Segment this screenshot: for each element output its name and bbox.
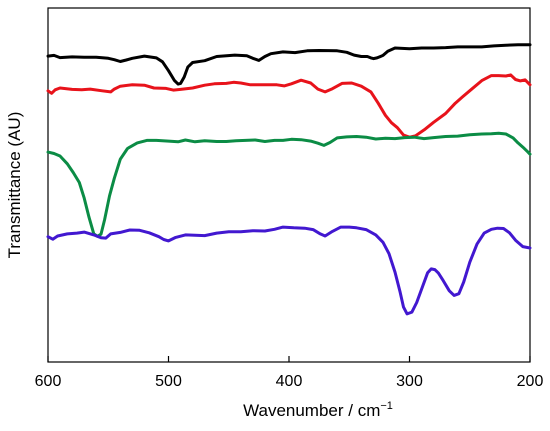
series-line-1 [46,43,532,86]
x-axis-title: Wavenumber / cm−1 [243,400,393,420]
x-tick-label: 300 [396,373,423,390]
series-line-2 [46,73,532,139]
series-line-4 [46,225,532,316]
x-axis: 600 500 400 300 200 [35,356,544,390]
series-layer [46,43,532,316]
series-line-3 [46,131,532,238]
y-axis-title: Transmittance (AU) [5,112,24,259]
x-tick-label: 500 [155,373,182,390]
x-tick-label: 400 [276,373,303,390]
x-tick-label: 600 [35,373,62,390]
x-tick-label: 200 [517,373,544,390]
